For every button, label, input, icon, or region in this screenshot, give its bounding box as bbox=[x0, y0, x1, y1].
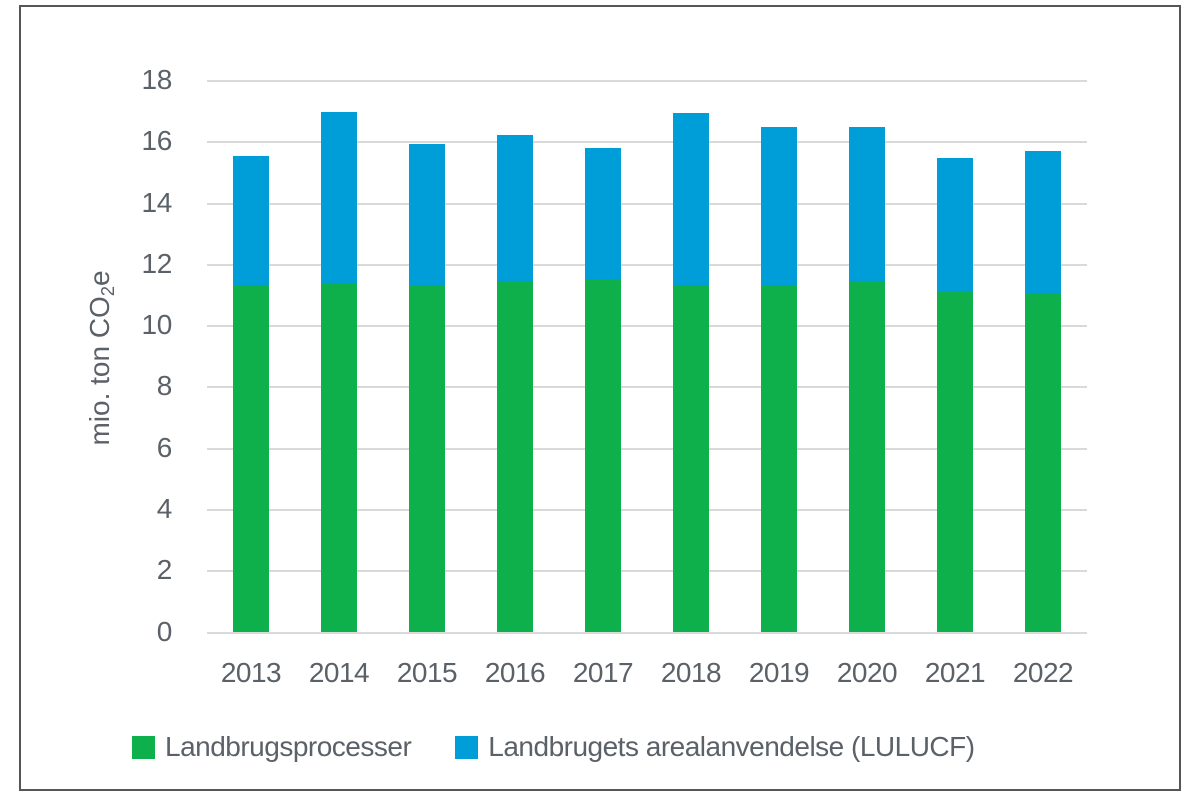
gridline-y-14 bbox=[207, 202, 1087, 205]
y-axis-tick-label: 0 bbox=[156, 615, 173, 647]
legend-label: Landbrugsprocesser bbox=[165, 731, 412, 762]
bar-2018-segment-landbrugsprocesser bbox=[673, 284, 709, 633]
x-axis-tick-label: 2017 bbox=[572, 656, 634, 688]
gridline-y-0 bbox=[207, 631, 1087, 634]
bar-2014-segment-lulucf bbox=[321, 111, 357, 284]
y-axis-title: mio. ton CO2e bbox=[84, 270, 118, 445]
gridline-y-18 bbox=[207, 80, 1087, 82]
y-axis-tick-label: 14 bbox=[141, 186, 172, 218]
bar-2022-segment-landbrugsprocesser bbox=[1025, 293, 1061, 633]
legend-label: Landbrugets arealanvendelse (LULUCF) bbox=[488, 731, 975, 762]
gridline-y-6 bbox=[207, 447, 1087, 450]
y-axis-title-subscript: 2 bbox=[97, 286, 118, 297]
x-axis-tick-label: 2015 bbox=[396, 656, 458, 688]
bar-2022-segment-lulucf bbox=[1025, 151, 1061, 294]
bar-2017-segment-landbrugsprocesser bbox=[585, 280, 621, 633]
bar-2015-segment-landbrugsprocesser bbox=[409, 286, 445, 633]
gridline-y-12 bbox=[207, 263, 1087, 266]
bar-2014-segment-landbrugsprocesser bbox=[321, 283, 357, 633]
y-axis-tick-label: 16 bbox=[141, 125, 172, 157]
bar-2016-segment-landbrugsprocesser bbox=[497, 281, 533, 633]
legend-swatch-icon bbox=[132, 735, 155, 759]
y-axis-tick-label: 4 bbox=[156, 492, 173, 524]
gridline-y-4 bbox=[207, 508, 1087, 511]
bar-2015-segment-lulucf bbox=[409, 143, 445, 287]
bar-2018-segment-lulucf bbox=[673, 113, 709, 285]
y-axis-tick-label: 18 bbox=[141, 63, 172, 95]
y-axis-tick-label: 12 bbox=[141, 247, 172, 279]
bar-2013-segment-lulucf bbox=[233, 156, 269, 287]
bar-2021-segment-lulucf bbox=[937, 157, 973, 293]
bar-2021-segment-landbrugsprocesser bbox=[937, 292, 973, 633]
x-axis-tick-label: 2020 bbox=[836, 656, 898, 688]
bar-2020-segment-landbrugsprocesser bbox=[849, 281, 885, 633]
gridline-y-16 bbox=[207, 141, 1087, 144]
bar-2017-segment-lulucf bbox=[585, 148, 621, 281]
x-axis-tick-label: 2022 bbox=[1012, 656, 1074, 688]
bar-2019-segment-lulucf bbox=[761, 126, 797, 287]
bar-2019-segment-landbrugsprocesser bbox=[761, 286, 797, 633]
y-axis-tick-label: 2 bbox=[156, 554, 173, 586]
legend-item-landbrugsprocesser: Landbrugsprocesser bbox=[132, 731, 412, 762]
bar-2013-segment-landbrugsprocesser bbox=[233, 286, 269, 633]
gridline-y-10 bbox=[207, 325, 1087, 328]
gridline-y-2 bbox=[207, 570, 1087, 573]
x-axis-tick-label: 2013 bbox=[220, 656, 282, 688]
y-axis-tick-label: 8 bbox=[156, 370, 173, 402]
y-axis-tick-label: 6 bbox=[156, 431, 173, 463]
legend: Landbrugsprocesser Landbrugets arealanven… bbox=[132, 733, 975, 761]
legend-swatch-icon bbox=[455, 735, 479, 759]
bar-2020-segment-lulucf bbox=[849, 126, 885, 282]
y-axis-tick-label: 10 bbox=[141, 308, 172, 340]
x-axis-tick-label: 2019 bbox=[748, 656, 810, 688]
x-axis-tick-label: 2021 bbox=[924, 656, 986, 688]
gridline-y-8 bbox=[207, 386, 1087, 389]
legend-item-lulucf: Landbrugets arealanvendelse (LULUCF) bbox=[455, 731, 975, 762]
bar-2016-segment-lulucf bbox=[497, 134, 533, 282]
x-axis-tick-label: 2014 bbox=[308, 656, 370, 688]
x-axis-tick-label: 2016 bbox=[484, 656, 546, 688]
x-axis-tick-label: 2018 bbox=[660, 656, 722, 688]
